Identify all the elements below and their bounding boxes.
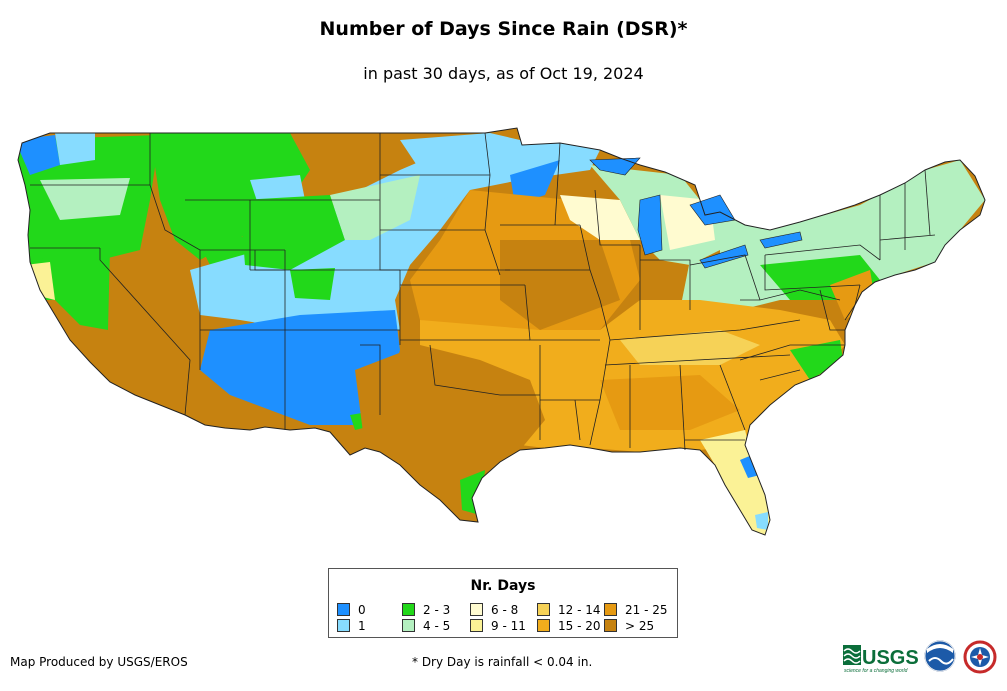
legend-item-0: 0 bbox=[337, 603, 366, 617]
legend-title: Nr. Days bbox=[470, 578, 536, 594]
svg-text:USGS: USGS bbox=[862, 647, 919, 669]
us-dsr-map bbox=[17, 127, 986, 536]
legend-swatch bbox=[402, 603, 415, 616]
legend-swatch bbox=[402, 619, 415, 632]
legend-swatch bbox=[537, 603, 550, 616]
legend-item-8: 21 - 25 bbox=[604, 603, 668, 617]
legend-item-5: 9 - 11 bbox=[470, 619, 526, 633]
noaa-logo bbox=[924, 640, 956, 672]
map-subtitle: in past 30 days, as of Oct 19, 2024 bbox=[363, 64, 644, 83]
usgs-logo: USGS science for a changing world bbox=[843, 645, 919, 674]
legend-item-1: 1 bbox=[337, 619, 366, 633]
legend-swatch bbox=[337, 619, 350, 632]
legend-item-7: 15 - 20 bbox=[537, 619, 601, 633]
legend-swatch bbox=[337, 603, 350, 616]
legend-swatch bbox=[537, 619, 550, 632]
legend-item-3: 4 - 5 bbox=[402, 619, 450, 633]
legend-item-4: 6 - 8 bbox=[470, 603, 518, 617]
svg-text:science for a changing world: science for a changing world bbox=[844, 668, 908, 674]
legend-swatch bbox=[604, 619, 617, 632]
nws-logo bbox=[963, 640, 997, 674]
legend-swatch bbox=[470, 619, 483, 632]
legend-swatch bbox=[604, 603, 617, 616]
legend-item-2: 2 - 3 bbox=[402, 603, 450, 617]
legend-box: Nr. Days 0 1 2 - 3 4 - 5 6 - 8 9 - 11 12… bbox=[328, 568, 678, 638]
legend-swatch bbox=[470, 603, 483, 616]
legend-item-9: > 25 bbox=[604, 619, 654, 633]
dry-day-footnote: * Dry Day is rainfall < 0.04 in. bbox=[412, 655, 593, 669]
map-title: Number of Days Since Rain (DSR)* bbox=[319, 18, 688, 40]
produced-by-credit: Map Produced by USGS/EROS bbox=[10, 655, 188, 669]
legend-item-6: 12 - 14 bbox=[537, 603, 601, 617]
agency-logos: USGS science for a changing world bbox=[843, 640, 997, 674]
